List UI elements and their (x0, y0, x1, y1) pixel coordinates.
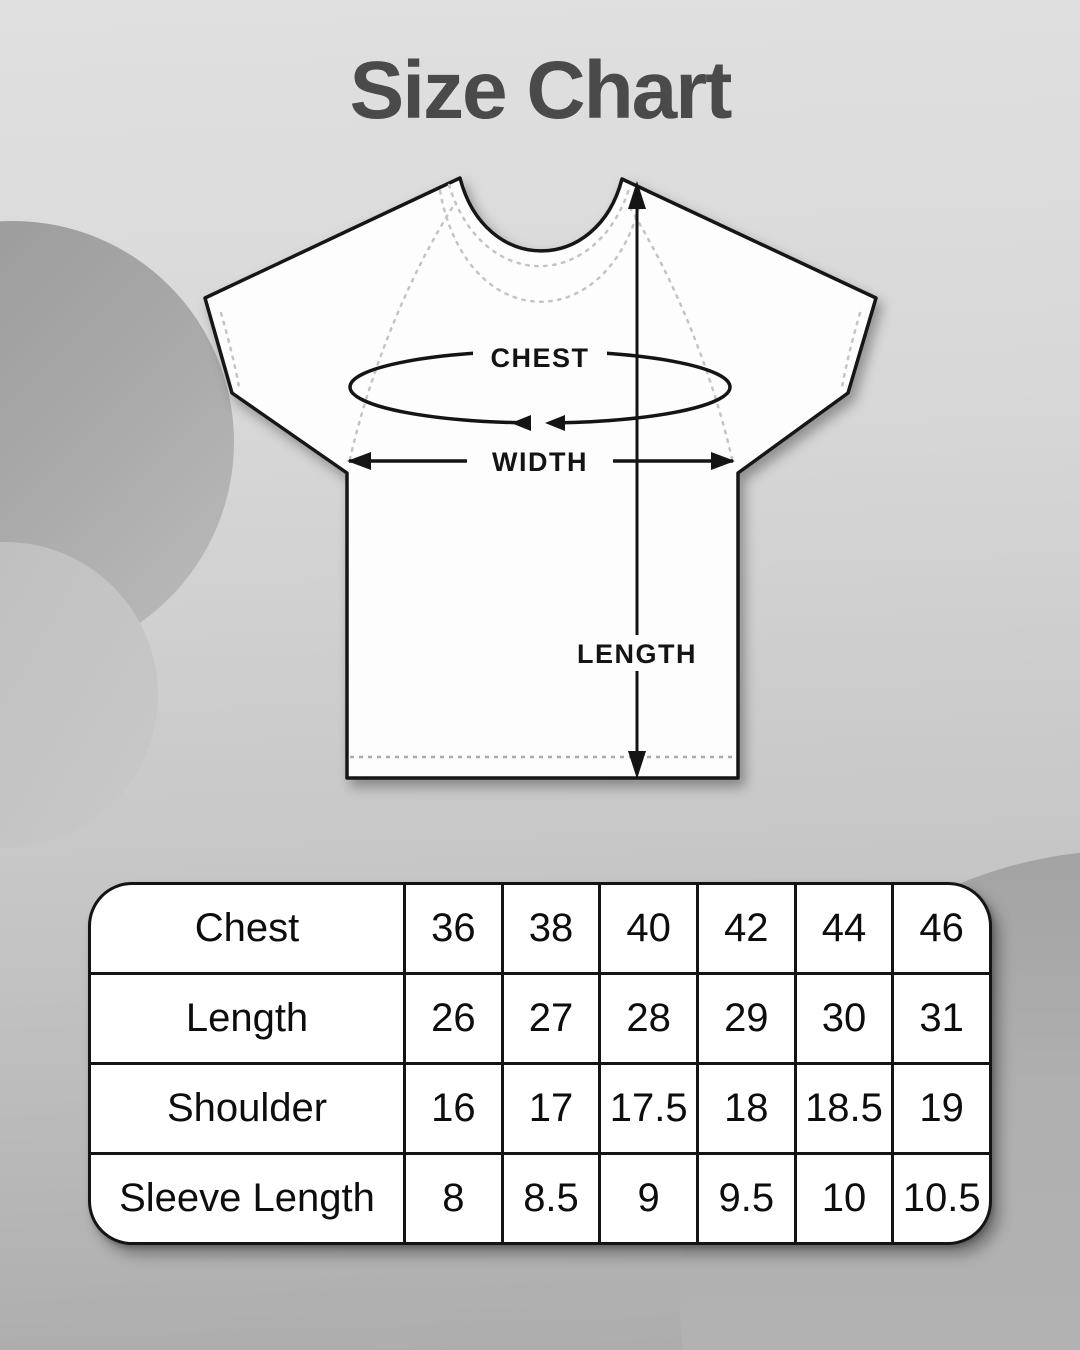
table-cell: 19 (894, 1065, 989, 1152)
table-cell: 8 (406, 1155, 501, 1242)
length-arrow (571, 181, 703, 779)
table-cell: 42 (698, 885, 794, 972)
row-label: Sleeve Length (91, 1155, 403, 1242)
table-cell: 28 (601, 975, 696, 1062)
tshirt-measurement-diagram: CHEST WIDTH LENGTH (203, 176, 878, 780)
table-cell: 31 (894, 975, 989, 1062)
table-cell: 44 (796, 885, 892, 972)
page-title: Size Chart (349, 45, 733, 136)
row-label: Shoulder (91, 1065, 403, 1152)
table-cell: 9.5 (698, 1155, 794, 1242)
chest-arrowhead-left (545, 415, 565, 431)
table-cell: 40 (601, 885, 696, 972)
table-cell: 9 (601, 1155, 696, 1242)
table-cell: 18 (698, 1065, 794, 1152)
table-cell: 30 (796, 975, 892, 1062)
table-cell: 29 (698, 975, 794, 1062)
row-label: Length (91, 975, 403, 1062)
width-arrow (347, 444, 735, 478)
table-cell: 10 (796, 1155, 892, 1242)
table-cell: 17.5 (601, 1065, 696, 1152)
table-cell: 38 (503, 885, 599, 972)
chest-arrowhead-right (511, 415, 531, 431)
row-label: Chest (91, 885, 403, 972)
chest-label-mask (473, 335, 607, 369)
table-cell: 17 (503, 1065, 599, 1152)
table-cell: 16 (406, 1065, 501, 1152)
table-cell: 46 (894, 885, 989, 972)
chest-label: CHEST (490, 343, 589, 373)
table-cell: 26 (406, 975, 501, 1062)
width-label: WIDTH (492, 447, 588, 477)
length-label: LENGTH (577, 639, 697, 669)
seam-dotted-lines (219, 183, 862, 465)
table-cell: 18.5 (796, 1065, 892, 1152)
table-cell: 10.5 (894, 1155, 989, 1242)
size-table: Chest 36 38 40 42 44 46 Length 26 27 28 … (88, 882, 992, 1245)
table-cell: 27 (503, 975, 599, 1062)
table-cell: 8.5 (503, 1155, 599, 1242)
table-cell: 36 (406, 885, 501, 972)
